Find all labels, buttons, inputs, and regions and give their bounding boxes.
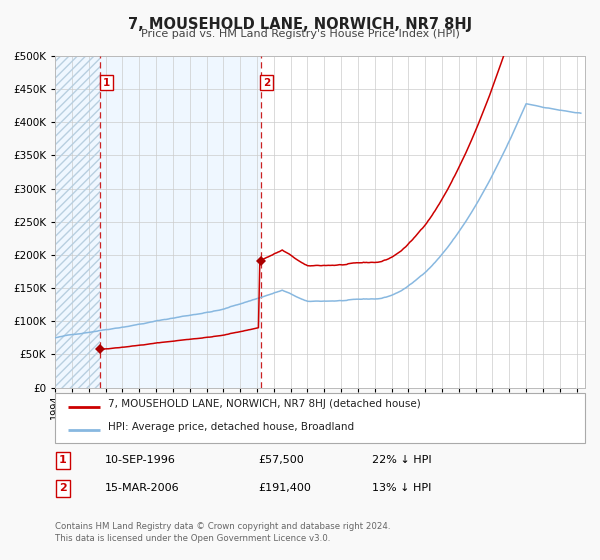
Text: 1: 1: [103, 77, 110, 87]
FancyBboxPatch shape: [55, 393, 585, 443]
Text: 7, MOUSEHOLD LANE, NORWICH, NR7 8HJ (detached house): 7, MOUSEHOLD LANE, NORWICH, NR7 8HJ (det…: [108, 399, 421, 409]
Text: 2: 2: [263, 77, 271, 87]
Text: 22% ↓ HPI: 22% ↓ HPI: [372, 455, 431, 465]
Text: 1: 1: [59, 455, 67, 465]
Text: £57,500: £57,500: [258, 455, 304, 465]
Text: 15-MAR-2006: 15-MAR-2006: [105, 483, 179, 493]
Text: 13% ↓ HPI: 13% ↓ HPI: [372, 483, 431, 493]
Text: 7, MOUSEHOLD LANE, NORWICH, NR7 8HJ: 7, MOUSEHOLD LANE, NORWICH, NR7 8HJ: [128, 17, 472, 32]
Text: £191,400: £191,400: [258, 483, 311, 493]
Text: HPI: Average price, detached house, Broadland: HPI: Average price, detached house, Broa…: [108, 422, 355, 432]
Text: Price paid vs. HM Land Registry's House Price Index (HPI): Price paid vs. HM Land Registry's House …: [140, 29, 460, 39]
Text: Contains HM Land Registry data © Crown copyright and database right 2024.
This d: Contains HM Land Registry data © Crown c…: [55, 522, 391, 543]
Text: 10-SEP-1996: 10-SEP-1996: [105, 455, 176, 465]
Bar: [55, 56, 260, 388]
Bar: [55, 56, 100, 388]
Text: 2: 2: [59, 483, 67, 493]
